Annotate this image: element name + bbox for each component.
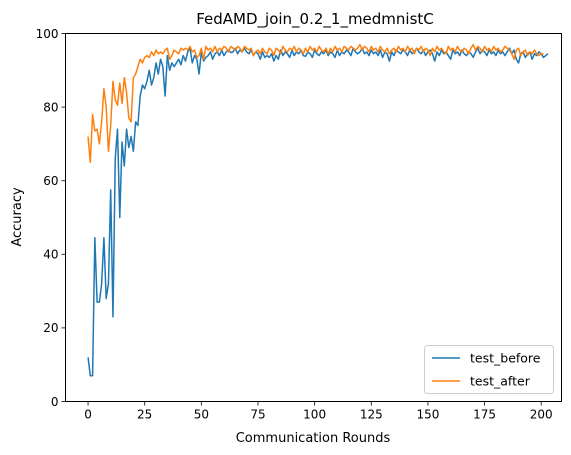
- y-tick-label: 100: [36, 27, 59, 41]
- y-tick-label: 0: [51, 395, 59, 409]
- x-tick-label: 0: [84, 408, 92, 422]
- x-tick-label: 100: [303, 408, 326, 422]
- series-line-test-after: [88, 45, 543, 163]
- x-tick-label: 50: [194, 408, 209, 422]
- legend-label-test-after: test_after: [470, 374, 531, 389]
- legend-label-test-before: test_before: [470, 351, 541, 366]
- x-tick-label: 125: [360, 408, 383, 422]
- x-tick-label: 200: [530, 408, 553, 422]
- x-tick-label: 75: [250, 408, 265, 422]
- y-tick-label: 40: [43, 248, 58, 262]
- y-axis-ticks: 0 20 40 60 80 100: [36, 27, 66, 409]
- y-axis-label: Accuracy: [10, 187, 25, 247]
- series-line-test-before: [88, 48, 548, 376]
- y-tick-label: 80: [43, 100, 58, 114]
- x-axis-ticks: 0 25 50 75 100 125 150 175 200: [84, 402, 552, 422]
- x-tick-label: 25: [137, 408, 152, 422]
- legend: test_before test_after: [425, 346, 554, 394]
- y-tick-label: 60: [43, 174, 58, 188]
- chart-title: FedAMD_join_0.2_1_medmnistC: [196, 10, 434, 29]
- x-axis-label: Communication Rounds: [236, 431, 391, 446]
- plot-lines: [88, 45, 548, 376]
- y-tick-label: 20: [43, 321, 58, 335]
- x-tick-label: 150: [416, 408, 439, 422]
- x-tick-label: 175: [473, 408, 496, 422]
